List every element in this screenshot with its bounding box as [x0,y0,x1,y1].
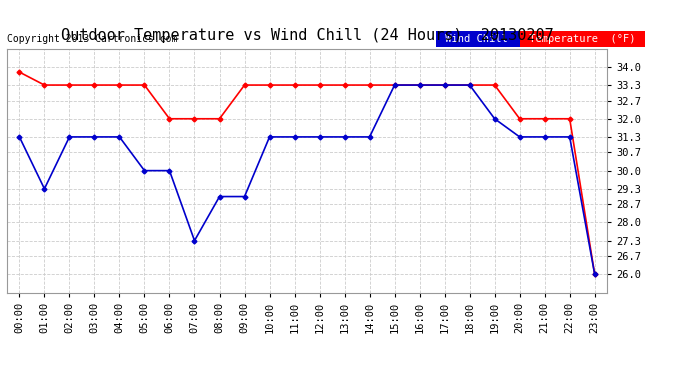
Text: Wind Chill  (°F): Wind Chill (°F) [439,34,551,44]
Text: Copyright 2013 Cartronics.com: Copyright 2013 Cartronics.com [7,34,177,44]
Title: Outdoor Temperature vs Wind Chill (24 Hours)  20130207: Outdoor Temperature vs Wind Chill (24 Ho… [61,28,553,44]
Text: Temperature  (°F): Temperature (°F) [523,34,642,44]
